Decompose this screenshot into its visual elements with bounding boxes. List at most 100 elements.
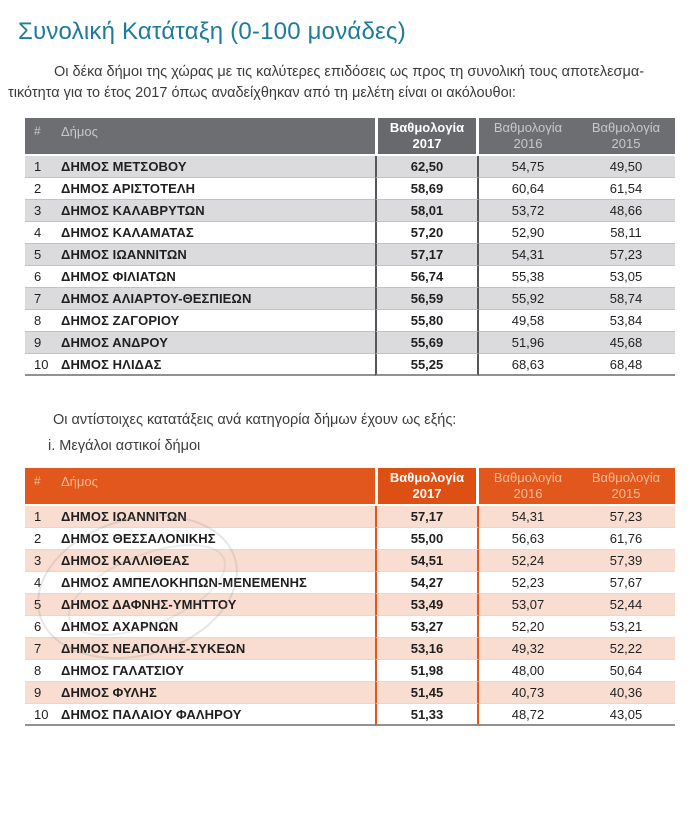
score-2017-cell: 53,27 bbox=[375, 616, 479, 638]
rank-cell: 5 bbox=[25, 244, 53, 266]
column-header-rank: # bbox=[25, 468, 53, 506]
score-2017-cell: 53,49 bbox=[375, 594, 479, 616]
score-2016-cell: 53,07 bbox=[479, 594, 577, 616]
rank-cell: 4 bbox=[25, 222, 53, 244]
score-2015-cell: 50,64 bbox=[577, 660, 675, 682]
rank-cell: 6 bbox=[25, 266, 53, 288]
municipality-cell: ΔΗΜΟΣ ΑΜΠΕΛΟΚΗΠΩΝ-ΜΕΝΕΜΕΝΗΣ bbox=[53, 572, 375, 594]
score-2015-cell: 57,23 bbox=[577, 506, 675, 528]
table-row: 6 ΔΗΜΟΣ ΦΙΛΙΑΤΩΝ 56,74 55,38 53,05 bbox=[25, 266, 675, 288]
rank-cell: 2 bbox=[25, 178, 53, 200]
score-2015-cell: 53,84 bbox=[577, 310, 675, 332]
overall-table-header: # Δήμος Βαθμολογία 2017 Βαθμολογία 2016 … bbox=[25, 118, 675, 156]
score-2015-cell: 68,48 bbox=[577, 354, 675, 376]
score-2015-cell: 58,74 bbox=[577, 288, 675, 310]
rank-cell: 2 bbox=[25, 528, 53, 550]
score-2015-cell: 57,39 bbox=[577, 550, 675, 572]
municipality-cell: ΔΗΜΟΣ ΖΑΓΟΡΙΟΥ bbox=[53, 310, 375, 332]
rank-cell: 8 bbox=[25, 310, 53, 332]
score-2017-cell: 58,01 bbox=[375, 200, 479, 222]
score-2015-cell: 53,05 bbox=[577, 266, 675, 288]
table-row: 4 ΔΗΜΟΣ ΑΜΠΕΛΟΚΗΠΩΝ-ΜΕΝΕΜΕΝΗΣ 54,27 52,2… bbox=[25, 572, 675, 594]
score-2015-year: 2015 bbox=[611, 136, 641, 151]
score-2016-cell: 52,20 bbox=[479, 616, 577, 638]
score-2015-year: 2015 bbox=[611, 486, 641, 501]
subsection-label-large-urban: i. Μεγάλοι αστικοί δήμοι bbox=[48, 438, 201, 454]
score-2016-cell: 55,92 bbox=[479, 288, 577, 310]
score-2015-label: Βαθμολογία bbox=[591, 470, 661, 485]
score-2016-cell: 49,32 bbox=[479, 638, 577, 660]
intro-paragraph: Οι δέκα δήμοι της χώρας με τις καλύτερες… bbox=[8, 62, 691, 104]
score-2015-label: Βαθμολογία bbox=[591, 120, 661, 135]
score-2016-year: 2016 bbox=[513, 136, 543, 151]
table-row: 3 ΔΗΜΟΣ ΚΑΛΑΒΡΥΤΩΝ 58,01 53,72 48,66 bbox=[25, 200, 675, 222]
score-2017-cell: 55,80 bbox=[375, 310, 479, 332]
municipality-cell: ΔΗΜΟΣ ΚΑΛΑΜΑΤΑΣ bbox=[53, 222, 375, 244]
municipality-cell: ΔΗΜΟΣ ΙΩΑΝΝΙΤΩΝ bbox=[53, 244, 375, 266]
score-2017-label: Βαθμολογία bbox=[389, 470, 465, 485]
score-2016-cell: 54,31 bbox=[479, 244, 577, 266]
score-2017-label: Βαθμολογία bbox=[389, 120, 465, 135]
table-row: 9 ΔΗΜΟΣ ΑΝΔΡΟΥ 55,69 51,96 45,68 bbox=[25, 332, 675, 354]
score-2016-cell: 54,75 bbox=[479, 156, 577, 178]
score-2017-cell: 56,74 bbox=[375, 266, 479, 288]
table-row: 2 ΔΗΜΟΣ ΘΕΣΣΑΛΟΝΙΚΗΣ 55,00 56,63 61,76 bbox=[25, 528, 675, 550]
score-2016-cell: 53,72 bbox=[479, 200, 577, 222]
municipality-cell: ΔΗΜΟΣ ΑΝΔΡΟΥ bbox=[53, 332, 375, 354]
municipality-cell: ΔΗΜΟΣ ΦΙΛΙΑΤΩΝ bbox=[53, 266, 375, 288]
municipality-cell: ΔΗΜΟΣ ΔΑΦΝΗΣ-ΥΜΗΤΤΟΥ bbox=[53, 594, 375, 616]
score-2017-year: 2017 bbox=[412, 486, 442, 501]
score-2016-cell: 52,24 bbox=[479, 550, 577, 572]
large-urban-table-body: 1 ΔΗΜΟΣ ΙΩΑΝΝΙΤΩΝ 57,17 54,31 57,23 2 ΔΗ… bbox=[25, 506, 675, 726]
intro-line-1: Οι δέκα δήμοι της χώρας με τις καλύτερες… bbox=[54, 64, 645, 80]
rank-cell: 1 bbox=[25, 506, 53, 528]
table-row: 10 ΔΗΜΟΣ ΗΛΙΔΑΣ 55,25 68,63 68,48 bbox=[25, 354, 675, 376]
score-2015-cell: 48,66 bbox=[577, 200, 675, 222]
score-2017-cell: 55,69 bbox=[375, 332, 479, 354]
municipality-cell: ΔΗΜΟΣ ΦΥΛΗΣ bbox=[53, 682, 375, 704]
table-row: 6 ΔΗΜΟΣ ΑΧΑΡΝΩΝ 53,27 52,20 53,21 bbox=[25, 616, 675, 638]
score-2015-cell: 58,11 bbox=[577, 222, 675, 244]
rank-cell: 3 bbox=[25, 200, 53, 222]
rank-cell: 9 bbox=[25, 332, 53, 354]
score-2015-cell: 49,50 bbox=[577, 156, 675, 178]
score-2016-label: Βαθμολογία bbox=[493, 120, 563, 135]
page-title: Συνολική Κατάταξη (0-100 μονάδες) bbox=[18, 18, 406, 45]
score-2016-cell: 48,00 bbox=[479, 660, 577, 682]
document-page: Συνολική Κατάταξη (0-100 μονάδες) Οι δέκ… bbox=[0, 18, 699, 818]
score-2015-cell: 43,05 bbox=[577, 704, 675, 726]
score-2016-cell: 68,63 bbox=[479, 354, 577, 376]
municipality-cell: ΔΗΜΟΣ ΠΑΛΑΙΟΥ ΦΑΛΗΡΟΥ bbox=[53, 704, 375, 726]
table-row: 10 ΔΗΜΟΣ ΠΑΛΑΙΟΥ ΦΑΛΗΡΟΥ 51,33 48,72 43,… bbox=[25, 704, 675, 726]
table-row: 8 ΔΗΜΟΣ ΖΑΓΟΡΙΟΥ 55,80 49,58 53,84 bbox=[25, 310, 675, 332]
score-2016-label: Βαθμολογία bbox=[493, 470, 563, 485]
score-2016-cell: 51,96 bbox=[479, 332, 577, 354]
municipality-cell: ΔΗΜΟΣ ΓΑΛΑΤΣΙΟΥ bbox=[53, 660, 375, 682]
overall-ranking-table: # Δήμος Βαθμολογία 2017 Βαθμολογία 2016 … bbox=[25, 118, 675, 376]
score-2017-cell: 51,98 bbox=[375, 660, 479, 682]
score-2015-cell: 61,54 bbox=[577, 178, 675, 200]
table-row: 5 ΔΗΜΟΣ ΙΩΑΝΝΙΤΩΝ 57,17 54,31 57,23 bbox=[25, 244, 675, 266]
score-2016-cell: 49,58 bbox=[479, 310, 577, 332]
score-2016-cell: 52,23 bbox=[479, 572, 577, 594]
rank-cell: 6 bbox=[25, 616, 53, 638]
rank-cell: 3 bbox=[25, 550, 53, 572]
column-header-municipality: Δήμος bbox=[53, 118, 375, 156]
score-2017-cell: 51,45 bbox=[375, 682, 479, 704]
score-2016-cell: 40,73 bbox=[479, 682, 577, 704]
table-row: 7 ΔΗΜΟΣ ΑΛΙΑΡΤΟΥ-ΘΕΣΠΙΕΩΝ 56,59 55,92 58… bbox=[25, 288, 675, 310]
score-2017-cell: 51,33 bbox=[375, 704, 479, 726]
score-2017-cell: 54,51 bbox=[375, 550, 479, 572]
rank-cell: 8 bbox=[25, 660, 53, 682]
municipality-cell: ΔΗΜΟΣ ΗΛΙΔΑΣ bbox=[53, 354, 375, 376]
score-2016-year: 2016 bbox=[513, 486, 543, 501]
score-2017-cell: 56,59 bbox=[375, 288, 479, 310]
municipality-cell: ΔΗΜΟΣ ΘΕΣΣΑΛΟΝΙΚΗΣ bbox=[53, 528, 375, 550]
rank-cell: 7 bbox=[25, 288, 53, 310]
score-2017-cell: 53,16 bbox=[375, 638, 479, 660]
table-row: 7 ΔΗΜΟΣ ΝΕΑΠΟΛΗΣ-ΣΥΚΕΩΝ 53,16 49,32 52,2… bbox=[25, 638, 675, 660]
municipality-cell: ΔΗΜΟΣ ΜΕΤΣΟΒΟΥ bbox=[53, 156, 375, 178]
column-header-score-2015: Βαθμολογία 2015 bbox=[577, 118, 675, 156]
intro-line-2: τικότητα για το έτος 2017 όπως αναδείχθη… bbox=[8, 85, 516, 101]
rank-cell: 4 bbox=[25, 572, 53, 594]
